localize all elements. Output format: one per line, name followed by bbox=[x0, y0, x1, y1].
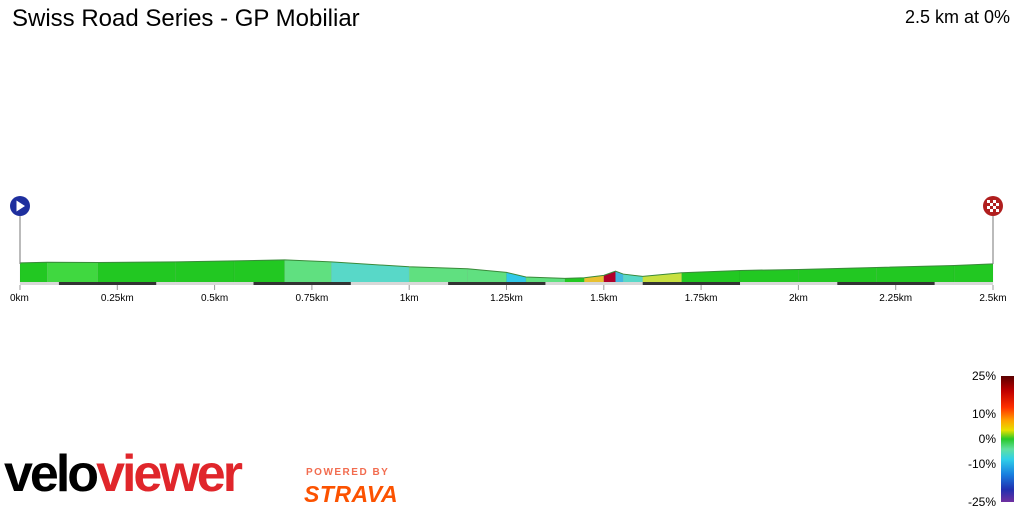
axis-band bbox=[642, 282, 741, 285]
profile-segment bbox=[97, 261, 176, 285]
gradient-scale-label: 0% bbox=[979, 432, 997, 446]
profile-outline bbox=[19, 259, 994, 279]
profile-segment bbox=[233, 259, 285, 285]
x-tick-label: 0.25km bbox=[101, 293, 134, 304]
profile-segment bbox=[19, 261, 48, 285]
x-tick-label: 0.75km bbox=[296, 293, 329, 304]
gradient-scale-labels: 25% 10% 0% -10% -25% bbox=[968, 369, 996, 509]
strava-logo: STRAVA bbox=[304, 481, 399, 507]
x-tick-label: 2km bbox=[789, 293, 808, 304]
x-tick-label: 1.25km bbox=[490, 293, 523, 304]
gradient-color-scale bbox=[1001, 376, 1014, 502]
x-tick-label: 0.5km bbox=[201, 293, 228, 304]
axis-band bbox=[837, 282, 935, 285]
profile-segment bbox=[875, 265, 955, 285]
page-title: Swiss Road Series - GP Mobiliar bbox=[12, 5, 360, 32]
profile-segment bbox=[408, 266, 468, 285]
x-axis-ticks: 0km 0.25km 0.5km 0.75km 1km 1.25km 1.5km 1.75km… bbox=[10, 282, 1007, 304]
powered-by-label: POWERED BY bbox=[306, 467, 390, 478]
profile-segment bbox=[739, 269, 799, 285]
axis-band bbox=[253, 282, 351, 285]
x-tick-label: 1.5km bbox=[590, 293, 617, 304]
x-tick-label: 1km bbox=[400, 293, 419, 304]
gradient-scale-label: 25% bbox=[972, 369, 996, 383]
profile-segment bbox=[331, 261, 410, 285]
profile-segment bbox=[798, 267, 877, 285]
axis-band bbox=[58, 282, 157, 285]
route-summary: 2.5 km at 0% bbox=[904, 7, 1010, 27]
x-tick-label: 1.75km bbox=[685, 293, 718, 304]
axis-band bbox=[448, 282, 546, 285]
x-tick-label: 2.5km bbox=[979, 293, 1006, 304]
x-tick-label: 2.25km bbox=[879, 293, 912, 304]
profile-segment bbox=[175, 260, 235, 285]
profile-segment bbox=[46, 261, 99, 285]
gradient-scale-label: 10% bbox=[972, 407, 996, 421]
gradient-scale-label: -25% bbox=[968, 495, 996, 509]
play-marker-icon bbox=[10, 196, 30, 216]
gradient-scale-label: -10% bbox=[968, 457, 996, 471]
profile-segment bbox=[284, 259, 332, 285]
veloviewer-logo: veloviewer bbox=[4, 445, 243, 503]
checkered-flag-icon bbox=[983, 196, 1003, 216]
x-tick-label: 0km bbox=[10, 293, 29, 304]
profile-segment bbox=[953, 263, 994, 285]
